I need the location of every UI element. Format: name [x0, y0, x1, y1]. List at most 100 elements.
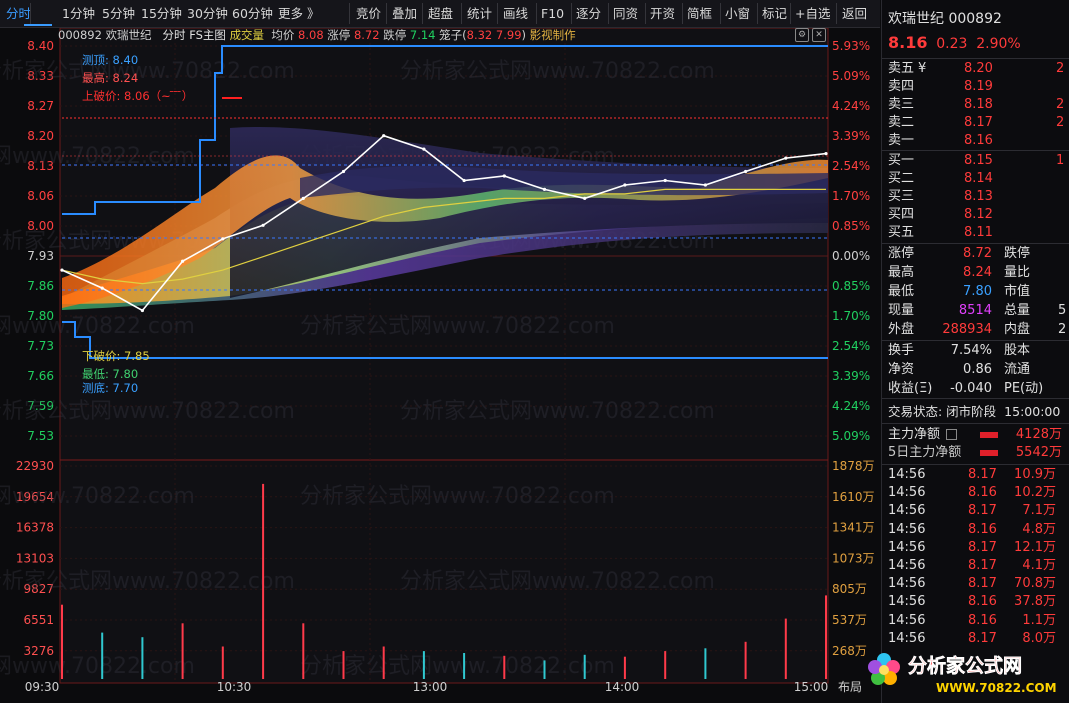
watermark: 分析家公式网www.70822.com: [0, 314, 195, 339]
pct-tick-label: 1.70%: [832, 309, 870, 323]
pct-tick-label: 0.85%: [832, 219, 870, 233]
time-tick-label: 10:30: [217, 680, 252, 694]
toolbar-item-7[interactable]: 竞价: [356, 6, 382, 21]
toolbar-divider: [349, 3, 350, 24]
toolbar-item-11[interactable]: 画线: [503, 6, 529, 21]
logo-text: 分析家公式网: [908, 654, 1022, 677]
header-avg-value: 8.08: [298, 28, 324, 42]
bid-label: 买三: [888, 189, 915, 204]
tick-time: 14:56: [888, 558, 926, 573]
pct-tick-label: 3.39%: [832, 369, 870, 383]
ask-label: 卖一: [888, 133, 915, 148]
toolbar-item-6[interactable]: 更多 》: [278, 6, 320, 21]
stat-label-2: 内盘: [1004, 322, 1031, 337]
stat2-value: -0.040: [950, 381, 992, 396]
site-logo: 分析家公式网 WWW.70822.COM: [858, 640, 1069, 700]
toolbar-divider: [836, 3, 837, 24]
toolbar-item-3[interactable]: 15分钟: [141, 6, 182, 21]
intraday-chart-svg[interactable]: 8.40 8.33 8.27 8.20 8.13 8.06 8.00 7.93 7.86 7.80…: [0, 28, 880, 703]
volume-bar: [101, 632, 104, 679]
settings-icon[interactable]: ⚙: [795, 28, 809, 42]
price-tick-label: 7.86: [27, 279, 54, 293]
chart-frame: [59, 28, 829, 684]
toolbar-item-5[interactable]: 60分钟: [232, 6, 273, 21]
tick-price: 8.17: [968, 539, 997, 555]
toolbar-item-19[interactable]: +自选: [795, 6, 831, 21]
tick-time: 14:56: [888, 485, 926, 501]
quote-price-line: 8.16 0.23 2.90%: [888, 34, 1021, 53]
intraday-chart[interactable]: 8.40 8.33 8.27 8.20 8.13 8.06 8.00 7.93 7.86 7.80…: [0, 28, 880, 703]
ask-label: 卖五: [888, 61, 915, 76]
header-mode[interactable]: 分时: [162, 28, 186, 42]
ask-price: 8.16: [964, 133, 993, 148]
toolbar-divider: [757, 3, 758, 24]
stat2-label: 收益(Ξ): [888, 381, 933, 396]
bid-label: 买一: [888, 153, 915, 168]
watermark: 分析家公式网www.70822.com: [300, 314, 615, 339]
ask-label: 卖四: [888, 79, 915, 94]
pct-tick-label: 2.54%: [832, 339, 870, 353]
toolbar-item-10[interactable]: 统计: [467, 6, 493, 21]
watermark: 分析家公式网www.70822.com: [400, 59, 715, 84]
header-indicator[interactable]: FS主图: [189, 28, 226, 42]
stat-value: 8.24: [963, 265, 992, 280]
annotation-top-probe: 测顶: 8.40: [82, 53, 139, 67]
tick-time: 14:56: [888, 521, 926, 537]
toolbar-item-20[interactable]: 返回: [842, 6, 868, 21]
divider: [882, 340, 1069, 341]
close-icon[interactable]: ✕: [812, 28, 826, 42]
header-limit-up-value: 8.72: [353, 28, 380, 42]
volume-bar: [382, 646, 385, 679]
volume-tick-label-right: 805万: [832, 582, 867, 596]
volume-tick-label-right: 268万: [832, 644, 867, 658]
stat-label-2: 量比: [1004, 265, 1031, 280]
toolbar-item-2[interactable]: 5分钟: [102, 6, 135, 21]
volume-bar: [704, 648, 707, 679]
toolbar-item-16[interactable]: 简框: [687, 6, 713, 21]
watermark: 分析家公式网www.70822.com: [0, 484, 195, 509]
watermark: 分析家公式网www.70822.com: [400, 399, 715, 424]
table-icon[interactable]: [946, 429, 958, 440]
divider: [882, 243, 1069, 244]
stat-label: 最低: [888, 284, 915, 299]
toolbar-item-0[interactable]: 分时: [6, 6, 32, 21]
stat-label: 现量: [888, 303, 915, 318]
quote-title: 欢瑞世纪 000892: [888, 10, 1002, 28]
price-point: [382, 134, 386, 138]
toolbar-item-9[interactable]: 超盘: [428, 6, 454, 21]
toolbar-item-8[interactable]: 叠加: [392, 6, 418, 21]
stat-label-2: 总量: [1004, 303, 1031, 318]
tick-time: 14:56: [888, 467, 926, 482]
stat-value-2: 5: [1058, 303, 1067, 318]
toolbar-item-4[interactable]: 30分钟: [187, 6, 228, 21]
toolbar-item-15[interactable]: 开资: [650, 6, 676, 21]
toolbar-divider: [536, 3, 537, 24]
main-net5-bar: [980, 450, 998, 456]
stat-value: 288934: [942, 322, 992, 337]
trade-status-label: 交易状态: 闭市阶段: [888, 404, 997, 419]
divider: [882, 398, 1069, 399]
volume-tick-label-right: 1341万: [832, 521, 875, 535]
toolbar-item-1[interactable]: 1分钟: [62, 6, 95, 21]
volume-tick-label: 22930: [16, 459, 54, 473]
stat-label: 最高: [888, 265, 915, 280]
tick-time: 14:56: [888, 503, 926, 519]
header-limit-up-label: 涨停: [327, 28, 351, 42]
toolbar-item-12[interactable]: F10: [541, 6, 565, 21]
toolbar-item-13[interactable]: 逐分: [576, 6, 602, 21]
price-tick-label: 7.73: [27, 339, 54, 353]
avg-price-line: [61, 188, 826, 285]
price-point: [301, 196, 305, 200]
toolbar-item-17[interactable]: 小窗: [725, 6, 751, 21]
toolbar-item-14[interactable]: 同资: [613, 6, 639, 21]
tick-vol: 4.8万: [1022, 521, 1056, 537]
main-net5-label: 5日主力净额: [888, 445, 962, 460]
bid-price: 8.11: [964, 225, 993, 240]
layout-button[interactable]: 布局: [838, 680, 863, 694]
tick-time: 14:56: [888, 594, 926, 610]
price-point: [261, 223, 265, 227]
toolbar-item-18[interactable]: 标记: [762, 6, 788, 21]
quote-change-pct: 2.90%: [976, 36, 1021, 52]
toolbar-divider: [386, 3, 387, 24]
price-point: [422, 147, 426, 151]
